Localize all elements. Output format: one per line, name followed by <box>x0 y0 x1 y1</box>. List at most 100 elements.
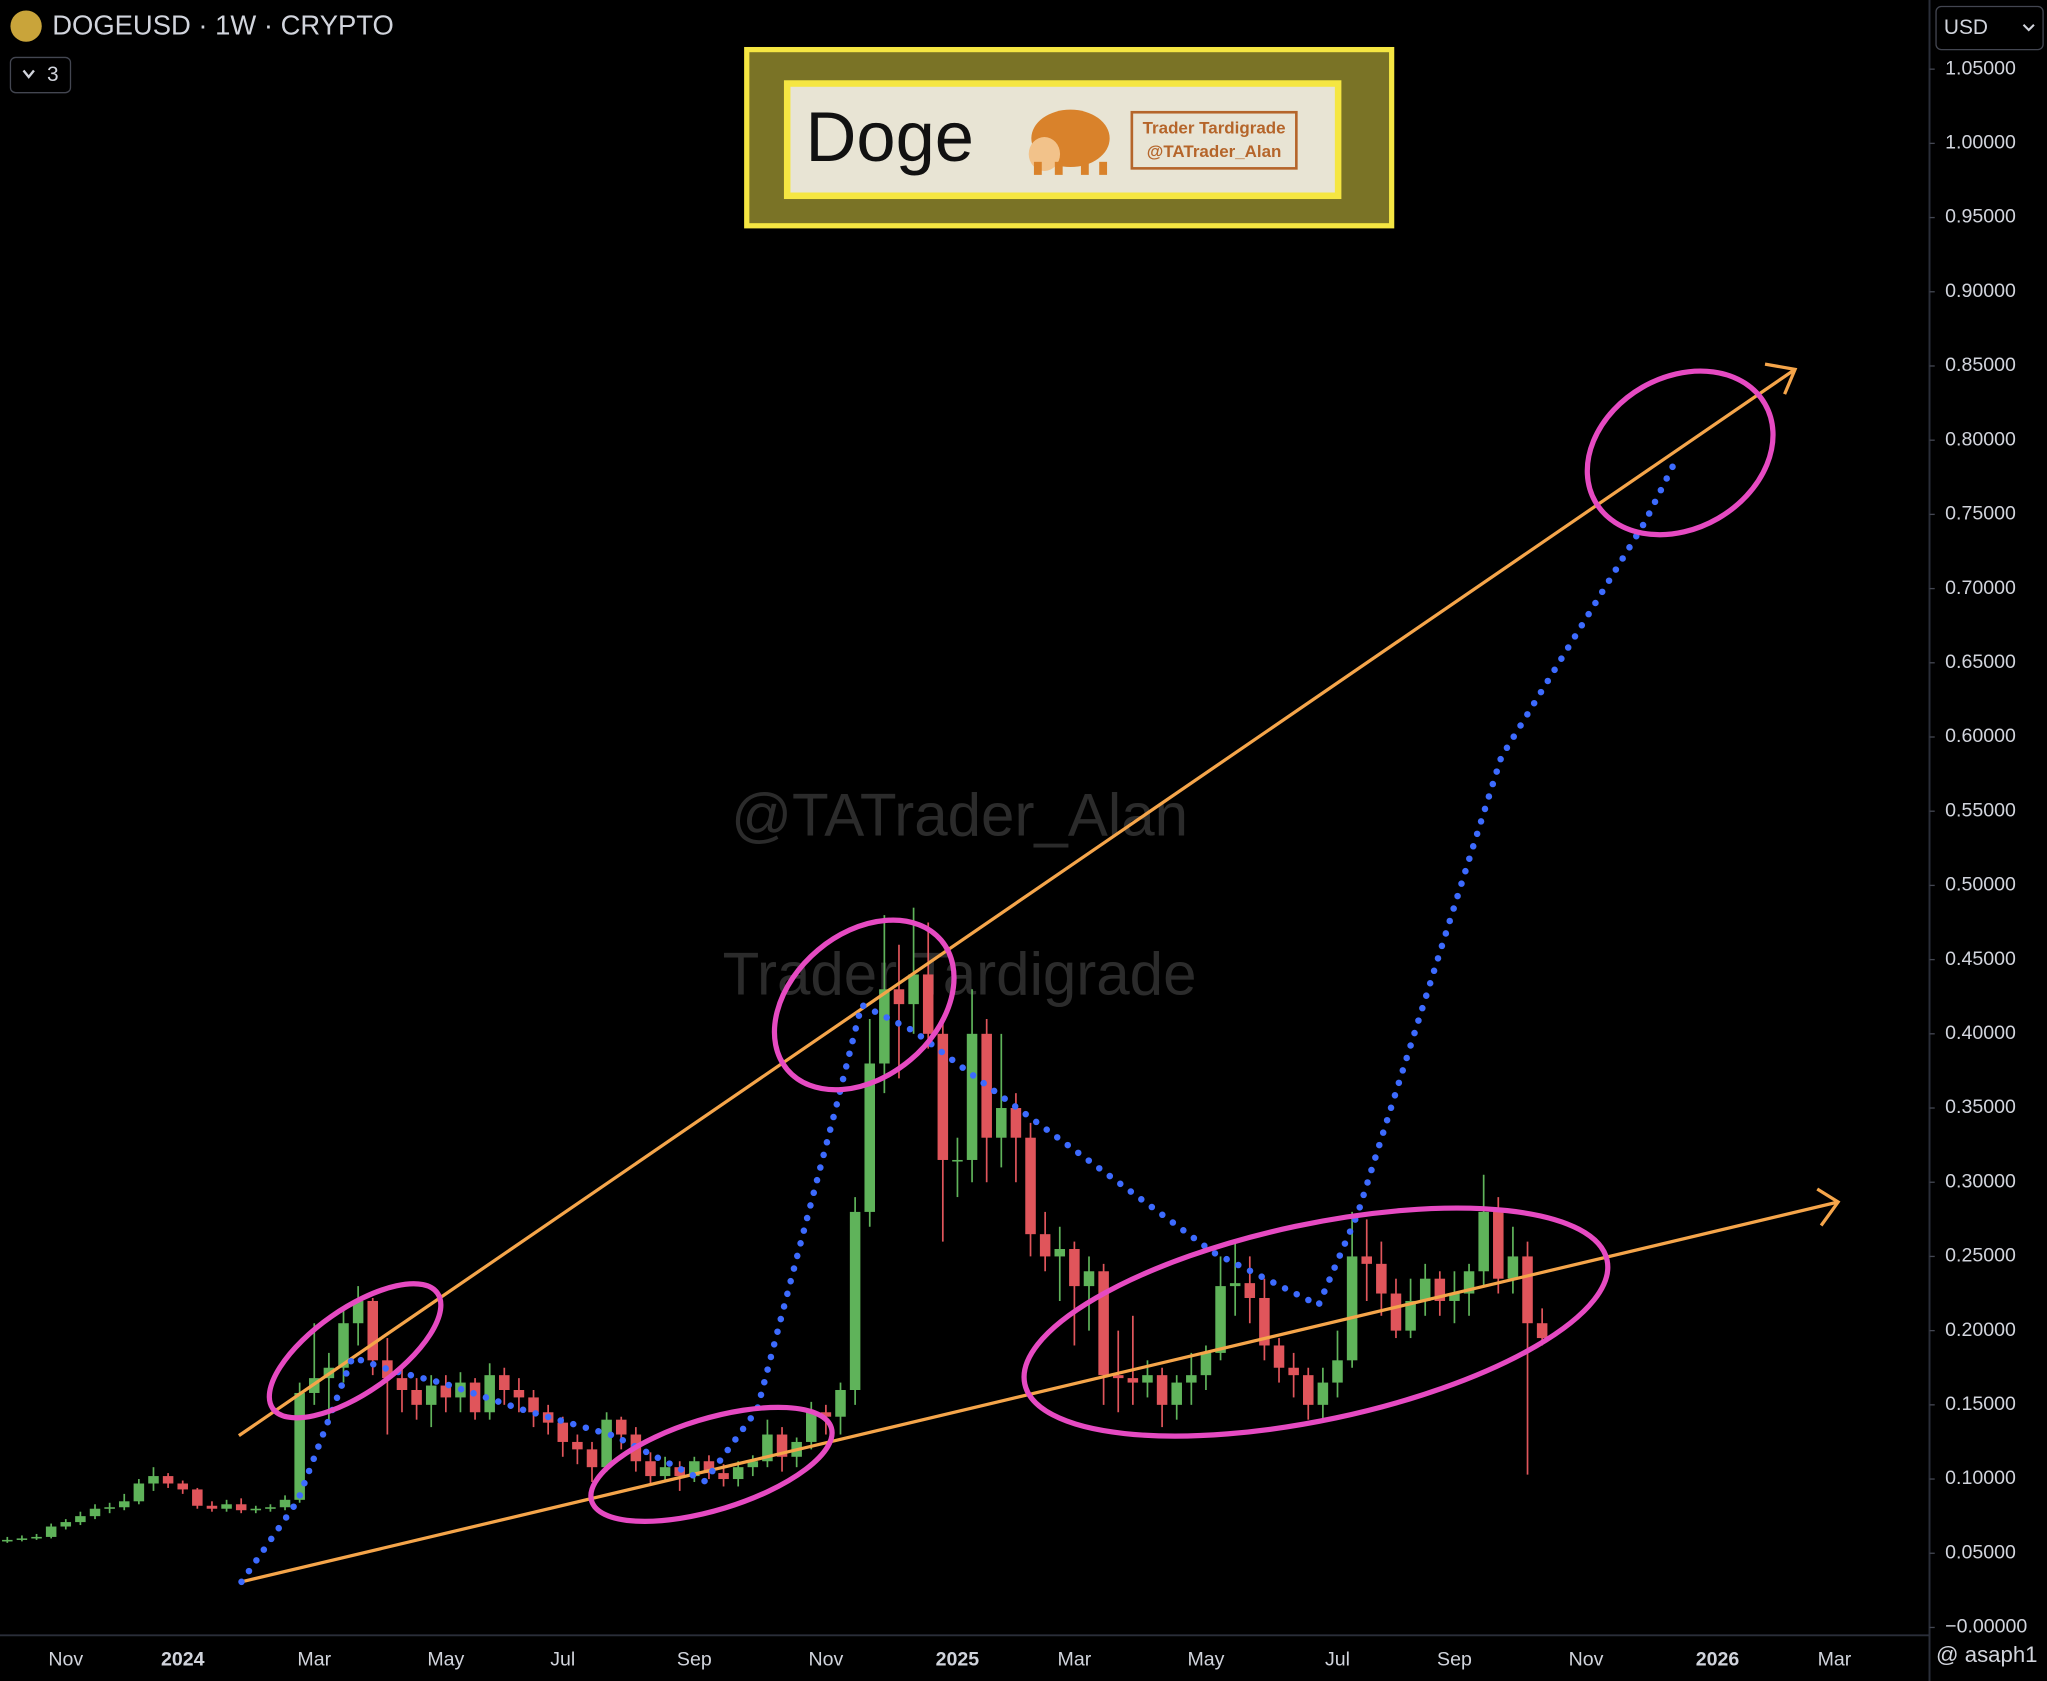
candles <box>2 907 1548 1543</box>
currency-select[interactable] <box>1935 5 2044 51</box>
highlight-ellipse <box>1584 368 1776 538</box>
y-tick-label: 0.20000 <box>1945 1319 2016 1341</box>
candle-body <box>1478 1211 1489 1272</box>
candle-body <box>1069 1249 1080 1287</box>
y-tick-label: 0.80000 <box>1945 428 2016 450</box>
candle-body <box>1390 1293 1402 1331</box>
candle-body <box>118 1501 130 1508</box>
candle-body <box>250 1508 262 1511</box>
y-tick-label: 0.30000 <box>1945 1170 2016 1192</box>
x-tick-label: 2026 <box>1696 1648 1740 1670</box>
candle-body <box>1171 1382 1182 1405</box>
candle-body <box>966 1033 978 1160</box>
banner-title: Doge <box>805 97 973 176</box>
trend-line <box>241 1200 1839 1584</box>
candle-body <box>1142 1375 1153 1383</box>
candle-body <box>1200 1352 1212 1376</box>
candle-body <box>1361 1256 1372 1264</box>
candle-body <box>893 989 905 1005</box>
candle-body <box>1010 1108 1022 1138</box>
y-tick-label: −0.00000 <box>1945 1616 2027 1638</box>
candle-body <box>177 1483 188 1490</box>
x-tick-label: Sep <box>677 1648 712 1670</box>
highlight-ellipse <box>266 1281 444 1421</box>
candle-body <box>1054 1249 1066 1257</box>
y-tick-label: 0.90000 <box>1945 280 2016 302</box>
candle-body <box>659 1467 671 1477</box>
candle-body <box>16 1538 28 1540</box>
candle-body <box>104 1507 115 1509</box>
y-tick-label: 0.05000 <box>1945 1541 2016 1563</box>
candle-body <box>45 1526 57 1537</box>
candle-body <box>1536 1323 1548 1339</box>
chevron <box>22 69 35 79</box>
y-tick-label: 0.15000 <box>1945 1393 2016 1415</box>
candle-body <box>849 1211 861 1391</box>
y-tick-label: 0.95000 <box>1945 206 2016 228</box>
candle-body <box>572 1441 583 1450</box>
candle-body <box>835 1390 846 1417</box>
y-tick-label: 1.00000 <box>1945 132 2016 154</box>
banner-line: @TATrader_Alan <box>1147 142 1282 161</box>
candle-body <box>1346 1256 1358 1361</box>
candle-body <box>1332 1360 1343 1383</box>
candle-body <box>615 1419 627 1435</box>
candle-body <box>557 1422 569 1442</box>
x-tick-label: Jul <box>550 1648 575 1670</box>
candle-body <box>908 974 919 1005</box>
candle-body <box>1376 1263 1387 1294</box>
candle-body <box>1273 1345 1285 1368</box>
candle-body <box>75 1516 86 1523</box>
candle-body <box>1259 1297 1270 1346</box>
candle-body <box>820 1412 832 1417</box>
footer-credit: @ asaph1 <box>1936 1642 2037 1667</box>
currency-label: USD <box>1944 16 1988 39</box>
symbol-icon <box>10 10 42 42</box>
candle-body <box>1317 1382 1329 1405</box>
x-tick-label: Mar <box>1058 1648 1092 1670</box>
highlight-ellipse <box>771 917 957 1093</box>
candle-body <box>1229 1283 1241 1287</box>
candle-body <box>221 1504 232 1509</box>
candle-body <box>864 1063 876 1212</box>
y-tick-label: 1.05000 <box>1945 57 2016 79</box>
candle-body <box>528 1397 539 1413</box>
candle-body <box>265 1507 276 1509</box>
y-tick-label: 0.65000 <box>1945 651 2016 673</box>
candle-body <box>806 1412 817 1442</box>
candle-body <box>1493 1211 1504 1279</box>
candle-body <box>1127 1378 1139 1383</box>
symbol-title[interactable]: DOGEUSD · 1W · CRYPTO <box>52 10 394 41</box>
indicator-toggle[interactable] <box>9 56 72 94</box>
trend-line <box>237 368 1796 1437</box>
x-tick-label: Nov <box>48 1648 83 1670</box>
candle-body <box>279 1499 291 1508</box>
candle-body <box>776 1434 788 1457</box>
banner: Doge Trader Tardigrade @TATrader_Alan <box>744 46 1395 229</box>
candle-body <box>952 1159 963 1162</box>
candle-body <box>922 974 934 1034</box>
candle-body <box>2 1539 13 1542</box>
candle-body <box>1244 1283 1256 1298</box>
highlight-ellipse <box>1021 1205 1611 1439</box>
x-tick-label: May <box>427 1648 464 1670</box>
candle-body <box>206 1505 218 1509</box>
y-tick-label: 0.35000 <box>1945 1096 2016 1118</box>
tardigrade-icon <box>1028 109 1110 175</box>
x-tick-label: Mar <box>297 1648 331 1670</box>
x-tick-label: 2024 <box>161 1648 205 1670</box>
candle-body <box>762 1434 773 1462</box>
candle-body <box>1463 1271 1475 1294</box>
x-tick-label: Nov <box>1569 1648 1604 1670</box>
candle-body <box>645 1461 656 1477</box>
candle-body <box>162 1476 174 1484</box>
candle-body <box>60 1522 72 1527</box>
candle-body <box>1522 1256 1533 1324</box>
candle-body <box>718 1473 729 1480</box>
candle-body <box>586 1449 598 1468</box>
candle-body <box>1039 1234 1051 1257</box>
candle-body <box>192 1489 203 1506</box>
candle-body <box>352 1300 364 1324</box>
